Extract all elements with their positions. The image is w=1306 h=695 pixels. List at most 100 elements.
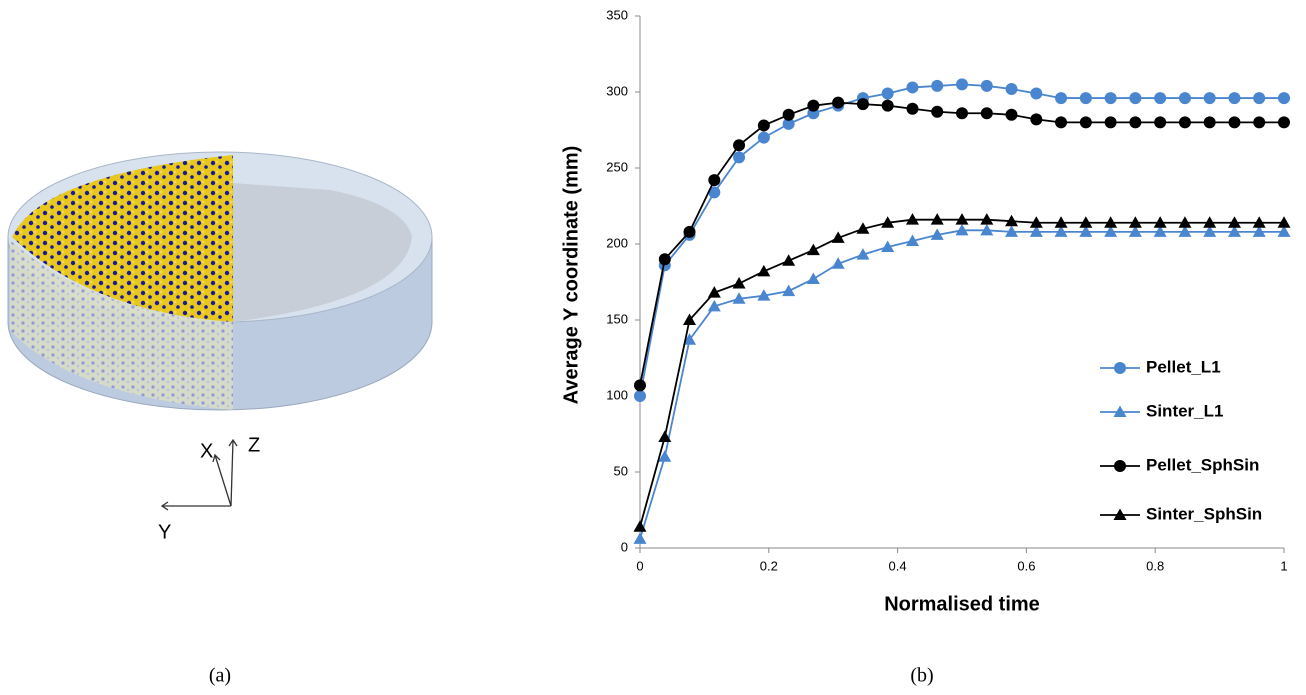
marker [733, 151, 746, 164]
legend-label: Sinter_SphSin [1146, 504, 1262, 523]
marker [757, 264, 771, 277]
axis-arrow [230, 439, 234, 507]
particle-side [10, 240, 233, 410]
x-tick-label: 1 [1280, 558, 1287, 573]
marker [832, 96, 845, 109]
marker [633, 532, 647, 544]
marker [708, 186, 721, 199]
marker [980, 107, 993, 120]
legend-label: Pellet_L1 [1146, 357, 1221, 376]
marker [1178, 216, 1192, 228]
marker [807, 99, 820, 112]
marker [1104, 225, 1118, 237]
marker [1203, 92, 1216, 105]
marker [1055, 92, 1068, 105]
marker [1252, 216, 1266, 228]
marker [658, 450, 672, 462]
marker [955, 213, 969, 225]
marker [906, 102, 919, 115]
marker [881, 87, 894, 100]
marker [1079, 116, 1092, 129]
marker [1278, 116, 1290, 129]
marker [1253, 92, 1266, 105]
marker [1054, 225, 1068, 237]
cylinder-floor [233, 183, 412, 322]
x-tick-label: 0.8 [1146, 558, 1164, 573]
marker [806, 272, 820, 284]
marker [633, 520, 647, 532]
marker [782, 284, 796, 297]
marker [905, 213, 919, 225]
marker [1203, 225, 1217, 237]
marker [956, 107, 968, 120]
marker [782, 254, 796, 266]
marker [1029, 216, 1043, 228]
marker [1005, 225, 1019, 237]
marker [707, 299, 721, 312]
marker [1227, 225, 1241, 237]
x-tick-label: 0.4 [889, 558, 907, 573]
axis-letter: X [200, 440, 213, 462]
marker [1227, 216, 1241, 228]
marker [1228, 92, 1241, 105]
marker [881, 99, 894, 112]
marker [955, 223, 969, 236]
marker [1054, 216, 1068, 228]
marker [906, 81, 919, 94]
marker [831, 257, 845, 269]
marker [1005, 214, 1019, 227]
marker [757, 119, 770, 132]
marker [707, 286, 721, 298]
marker [931, 105, 944, 118]
legend-label: Sinter_L1 [1146, 401, 1223, 420]
arrowhead [160, 501, 169, 511]
marker [658, 430, 672, 443]
marker [1029, 225, 1043, 237]
axis-arrow [214, 454, 232, 507]
x-tick-label: 0 [636, 558, 643, 573]
marker [1154, 116, 1167, 129]
marker [782, 108, 795, 121]
marker [683, 333, 697, 345]
y-tick-label: 50 [614, 463, 628, 478]
marker [1278, 92, 1290, 105]
marker [881, 240, 895, 253]
marker [930, 228, 944, 240]
marker [732, 277, 746, 289]
marker [1203, 116, 1216, 129]
y-tick-label: 200 [606, 235, 628, 250]
series-line [639, 229, 1284, 540]
legend-label: Pellet_SphSin [1146, 455, 1259, 474]
marker [980, 79, 993, 92]
marker [856, 248, 870, 260]
legend-marker [1113, 405, 1127, 417]
marker [1228, 116, 1241, 129]
axis-letter: Z [248, 434, 260, 456]
marker [1104, 216, 1118, 228]
x-axis-title: Normalised time [884, 593, 1040, 615]
legend-marker [1114, 362, 1126, 374]
marker [1128, 216, 1142, 228]
marker [1178, 225, 1192, 237]
marker [1129, 116, 1142, 129]
marker [1252, 225, 1266, 237]
cylinder-illustration [7, 151, 433, 411]
marker [782, 117, 795, 130]
y-tick-label: 150 [606, 311, 628, 326]
marker [905, 234, 919, 246]
marker [1178, 116, 1191, 129]
marker [1153, 225, 1167, 237]
marker [757, 289, 771, 301]
marker [1203, 216, 1217, 228]
marker [856, 222, 870, 234]
marker [1153, 216, 1167, 228]
x-tick-label: 0.6 [1017, 558, 1035, 573]
arrowhead [212, 453, 221, 463]
arrowhead [228, 438, 238, 447]
y-tick-label: 250 [606, 159, 628, 174]
marker [1030, 113, 1043, 126]
marker [931, 79, 944, 92]
marker [733, 139, 746, 152]
y-tick-label: 0 [621, 539, 628, 554]
